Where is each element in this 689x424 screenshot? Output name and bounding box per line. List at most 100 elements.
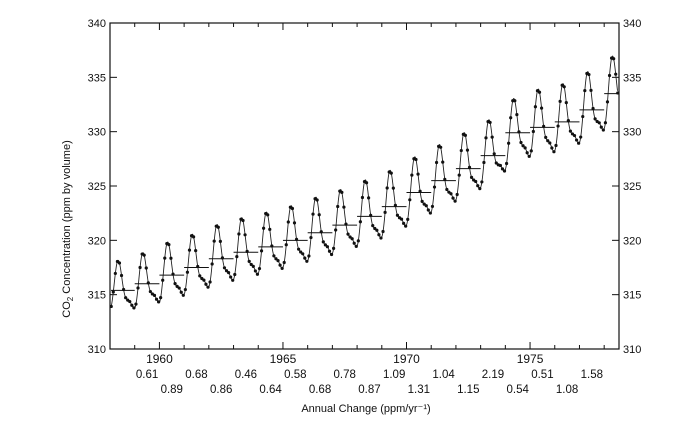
co2-data-point — [340, 190, 344, 194]
annual-change-value: 0.46 — [235, 369, 257, 381]
co2-data-point — [371, 224, 375, 228]
co2-data-point — [533, 105, 538, 109]
co2-data-point — [521, 144, 525, 148]
co2-data-point — [210, 262, 214, 266]
co2-data-point — [329, 252, 334, 257]
co2-data-point — [257, 266, 262, 271]
co2-data-point — [463, 133, 467, 137]
co2-data-point — [597, 121, 601, 125]
y-tick-label-left: 320 — [88, 235, 106, 247]
annual-change-value: 1.09 — [383, 369, 405, 381]
x-axis-title: Annual Change (ppm/yr⁻¹) — [301, 403, 430, 415]
co2-data-point — [558, 99, 562, 103]
co2-data-point — [268, 227, 272, 231]
co2-data-point — [259, 249, 264, 253]
co2-data-point — [185, 270, 190, 274]
co2-data-point — [434, 160, 439, 165]
co2-data-point — [583, 88, 587, 93]
co2-data-point — [562, 85, 566, 89]
annual-change-value: 1.08 — [556, 384, 578, 396]
co2-data-point — [408, 198, 412, 202]
co2-data-point — [430, 204, 435, 209]
co2-data-point — [218, 239, 222, 243]
annual-change-value: 0.54 — [506, 384, 529, 396]
co2-data-point — [420, 199, 424, 204]
co2-data-point — [379, 236, 383, 240]
co2-data-point — [156, 300, 161, 304]
co2-data-point — [601, 128, 605, 132]
co2-data-point — [589, 88, 593, 92]
co2-data-point — [161, 278, 165, 282]
co2-data-point — [381, 229, 385, 234]
co2-data-point — [235, 255, 239, 259]
co2-data-point — [593, 117, 597, 121]
co2-data-point — [525, 151, 529, 155]
y-tick-label-left: 330 — [88, 127, 106, 139]
annual-change-value: 1.04 — [432, 369, 455, 381]
co2-data-point — [414, 157, 418, 162]
co2-data-point — [424, 204, 428, 208]
y-tick-label-left: 335 — [88, 72, 106, 84]
y-tick-label-right: 340 — [623, 18, 641, 30]
co2-data-point — [457, 173, 461, 177]
co2-data-point — [305, 259, 309, 263]
co2-data-point — [154, 297, 159, 301]
co2-data-point — [389, 171, 393, 175]
co2-data-point — [163, 256, 167, 260]
co2-data-point — [484, 136, 488, 140]
co2-data-point — [323, 243, 327, 247]
co2-data-point — [410, 173, 414, 177]
co2-data-point — [276, 259, 280, 263]
co2-data-point — [402, 221, 406, 225]
co2-data-point — [360, 195, 365, 200]
annual-change-value: 0.61 — [136, 369, 158, 381]
co2-data-point — [383, 210, 387, 214]
annual-change-value: 0.68 — [185, 369, 207, 381]
x-tick-label: 1960 — [146, 352, 173, 366]
co2-data-point — [192, 235, 196, 239]
co2-data-point — [317, 213, 321, 217]
co2-data-point — [393, 203, 397, 207]
y-axis-right: 310 315 320 325 330 335 340 — [612, 18, 641, 356]
co2-data-point — [237, 232, 241, 236]
co2-data-point — [587, 72, 591, 77]
co2-data-point — [311, 212, 315, 216]
co2-data-point — [136, 286, 140, 290]
co2-data-point — [173, 282, 177, 286]
co2-data-point — [274, 257, 278, 261]
x-tick-label: 1970 — [393, 352, 420, 366]
co2-data-point — [301, 252, 305, 256]
y-tick-label-right: 315 — [623, 290, 641, 302]
annual-change-value: 1.58 — [581, 369, 603, 381]
co2-data-point — [315, 198, 319, 202]
y-tick-label-left: 315 — [88, 290, 106, 302]
co2-data-point — [591, 106, 595, 111]
x-tick-label: 1965 — [270, 352, 297, 366]
co2-data-point — [527, 154, 531, 158]
co2-data-point — [327, 249, 332, 253]
co2-data-point — [183, 287, 187, 292]
co2-data-point — [451, 196, 455, 200]
co2-data-point — [128, 299, 132, 304]
y-tick-label-left: 310 — [88, 344, 106, 356]
annual-change-labels: 0.610.890.680.860.460.640.580.680.780.87… — [136, 369, 603, 396]
annual-change-value: 1.15 — [457, 384, 479, 396]
co2-data-point — [198, 274, 202, 278]
co2-data-point — [321, 240, 325, 244]
co2-data-point — [482, 160, 486, 165]
co2-data-point — [459, 148, 463, 153]
co2-data-point — [243, 233, 247, 237]
co2-data-point — [202, 278, 206, 282]
co2-data-point — [358, 220, 362, 224]
co2-data-point — [352, 241, 356, 245]
annual-means — [111, 93, 618, 291]
co2-data-point — [492, 152, 496, 156]
co2-data-point — [605, 100, 610, 104]
co2-data-point — [432, 185, 437, 189]
co2-data-point — [469, 175, 474, 179]
co2-data-point — [113, 271, 117, 276]
co2-data-point — [251, 264, 255, 268]
y-tick-label-right: 330 — [623, 127, 641, 139]
co2-data-point — [169, 256, 173, 260]
co2-data-point — [181, 293, 185, 297]
